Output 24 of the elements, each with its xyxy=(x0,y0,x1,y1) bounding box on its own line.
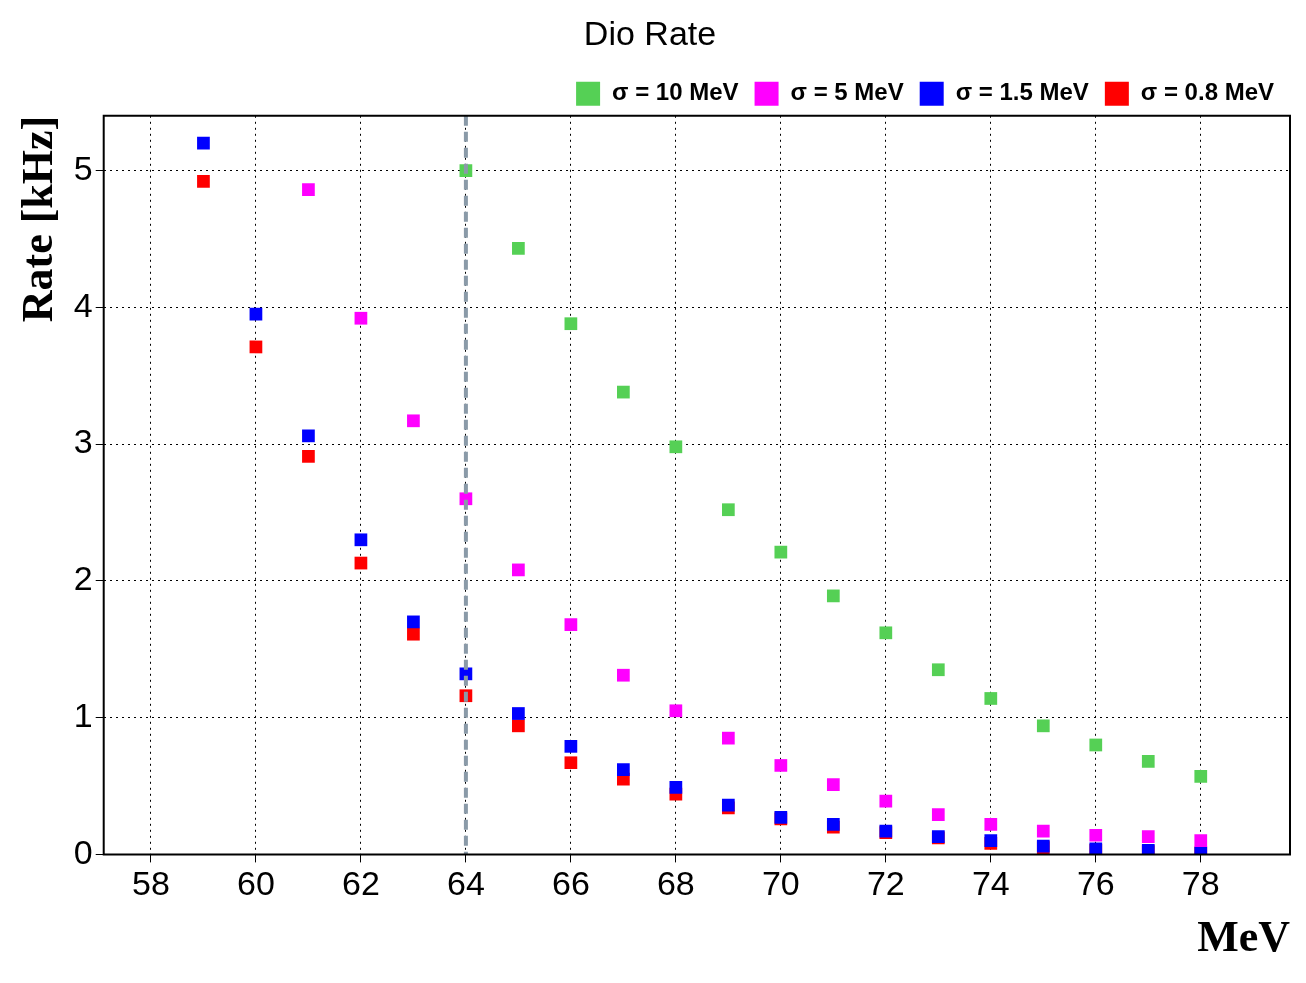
y-tick-label: 4 xyxy=(73,285,93,324)
x-tick-label: 66 xyxy=(551,864,590,903)
chart-title: Dio Rate xyxy=(583,13,717,52)
legend-label: σ = 10 MeV xyxy=(612,78,739,106)
x-axis-title: MeV xyxy=(1197,911,1291,961)
legend-label: σ = 5 MeV xyxy=(790,78,904,106)
y-tick-label: 5 xyxy=(73,148,93,187)
y-tick-label: 1 xyxy=(73,696,93,734)
x-tick-label: 70 xyxy=(761,864,800,903)
legend-label: σ = 1.5 MeV xyxy=(955,78,1089,106)
y-tick-label: 3 xyxy=(73,422,93,461)
x-tick-label: 78 xyxy=(1181,864,1220,903)
x-tick-label: 74 xyxy=(971,864,1010,903)
x-tick-label: 62 xyxy=(342,864,380,903)
x-tick-label: 68 xyxy=(656,864,695,903)
y-tick-label: 2 xyxy=(73,559,93,598)
x-tick-label: 76 xyxy=(1076,864,1115,903)
legend-label: σ = 0.8 MeV xyxy=(1140,78,1275,106)
x-tick-label: 60 xyxy=(237,864,275,903)
x-tick-label: 58 xyxy=(132,864,170,903)
x-tick-label: 72 xyxy=(866,864,905,903)
y-axis-title: Rate [kHz] xyxy=(12,115,62,323)
y-tick-label: 0 xyxy=(73,832,93,871)
x-tick-label: 64 xyxy=(446,864,485,903)
